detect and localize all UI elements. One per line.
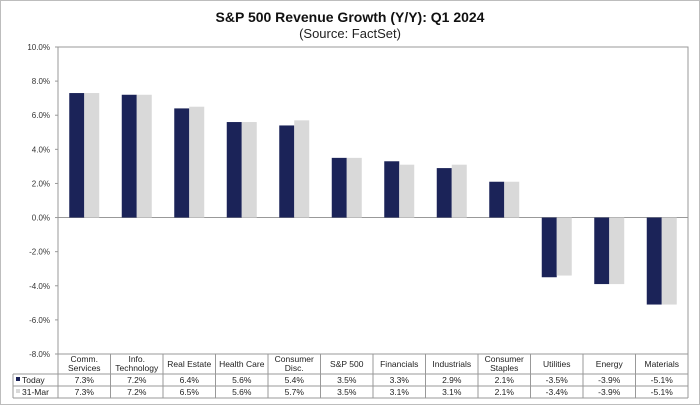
category-label: Comm. <box>71 354 98 364</box>
legend-key-today <box>16 377 20 381</box>
table-value: 3.1% <box>442 387 462 397</box>
bar-today-6 <box>384 161 400 218</box>
table-value: 2.9% <box>442 375 462 385</box>
table-value: -3.9% <box>598 375 621 385</box>
bar-31-mar-8 <box>504 181 520 218</box>
y-tick-label: 4.0% <box>32 145 50 154</box>
table-value: 6.5% <box>180 387 200 397</box>
bar-today-1 <box>121 94 137 218</box>
bar-today-0 <box>69 93 85 218</box>
category-label: Info. <box>128 354 145 364</box>
table-value: -5.1% <box>651 387 674 397</box>
chart-title: S&P 500 Revenue Growth (Y/Y): Q1 2024 <box>216 9 485 25</box>
category-label: Real Estate <box>167 359 211 369</box>
bar-31-mar-0 <box>84 93 100 218</box>
bar-today-10 <box>594 217 610 285</box>
bar-31-mar-11 <box>661 217 677 305</box>
y-tick-label: -6.0% <box>29 316 50 325</box>
bar-31-mar-5 <box>346 157 362 218</box>
table-value: 5.6% <box>232 375 252 385</box>
table-value: 3.5% <box>337 375 357 385</box>
table-value: 2.1% <box>495 375 515 385</box>
plot-area <box>57 46 689 355</box>
category-label: S&P 500 <box>330 359 364 369</box>
bar-31-mar-9 <box>556 217 572 276</box>
category-label: Consumer <box>485 354 524 364</box>
table-value: -3.9% <box>598 387 621 397</box>
category-label: Health Care <box>219 359 265 369</box>
table-value: 7.3% <box>75 387 95 397</box>
bar-today-5 <box>331 157 347 218</box>
table-value: 7.2% <box>127 375 147 385</box>
chart-subtitle: (Source: FactSet) <box>299 26 401 41</box>
bar-today-9 <box>541 217 557 278</box>
legend-label: Today <box>22 375 45 385</box>
bar-31-mar-3 <box>241 122 257 218</box>
y-tick-label: 8.0% <box>32 77 50 86</box>
y-tick-label: -2.0% <box>29 248 50 257</box>
bar-31-mar-7 <box>451 164 467 218</box>
y-tick-label: 10.0% <box>27 43 50 52</box>
table-value: -3.4% <box>546 387 569 397</box>
category-label: Technology <box>115 363 159 373</box>
bar-today-8 <box>489 181 505 218</box>
legend-label: 31-Mar <box>22 387 49 397</box>
y-tick-label: -4.0% <box>29 282 50 291</box>
bar-31-mar-10 <box>609 217 625 285</box>
bar-today-7 <box>436 168 452 218</box>
table-value: 7.2% <box>127 387 147 397</box>
table-value: 5.4% <box>285 375 305 385</box>
table-value: 6.4% <box>180 375 200 385</box>
category-label: Disc. <box>285 363 304 373</box>
y-tick-label: -8.0% <box>29 350 50 359</box>
legend-key-31-mar <box>16 389 20 393</box>
y-tick-label: 6.0% <box>32 111 50 120</box>
category-label: Services <box>68 363 101 373</box>
bar-31-mar-6 <box>399 164 415 218</box>
table-value: 7.3% <box>75 375 95 385</box>
category-label: Staples <box>490 363 518 373</box>
category-label: Financials <box>380 359 418 369</box>
table-value: 3.5% <box>337 387 357 397</box>
category-label: Energy <box>596 359 624 369</box>
table-value: 3.1% <box>390 387 410 397</box>
table-value: 3.3% <box>390 375 410 385</box>
category-label: Materials <box>645 359 679 369</box>
table-value: 2.1% <box>495 387 515 397</box>
category-label: Industrials <box>432 359 471 369</box>
category-label: Consumer <box>275 354 314 364</box>
y-tick-label: 0.0% <box>32 214 50 223</box>
category-label: Utilities <box>543 359 570 369</box>
table-value: -3.5% <box>546 375 569 385</box>
bar-31-mar-2 <box>189 106 205 218</box>
bar-today-3 <box>226 122 242 218</box>
bar-today-2 <box>174 108 190 218</box>
table-value: 5.7% <box>285 387 305 397</box>
bar-31-mar-4 <box>294 120 310 218</box>
bar-today-11 <box>646 217 662 305</box>
bar-today-4 <box>279 125 295 218</box>
table-value: -5.1% <box>651 375 674 385</box>
y-tick-label: 2.0% <box>32 179 50 188</box>
table-value: 5.6% <box>232 387 252 397</box>
bar-31-mar-1 <box>136 94 152 218</box>
